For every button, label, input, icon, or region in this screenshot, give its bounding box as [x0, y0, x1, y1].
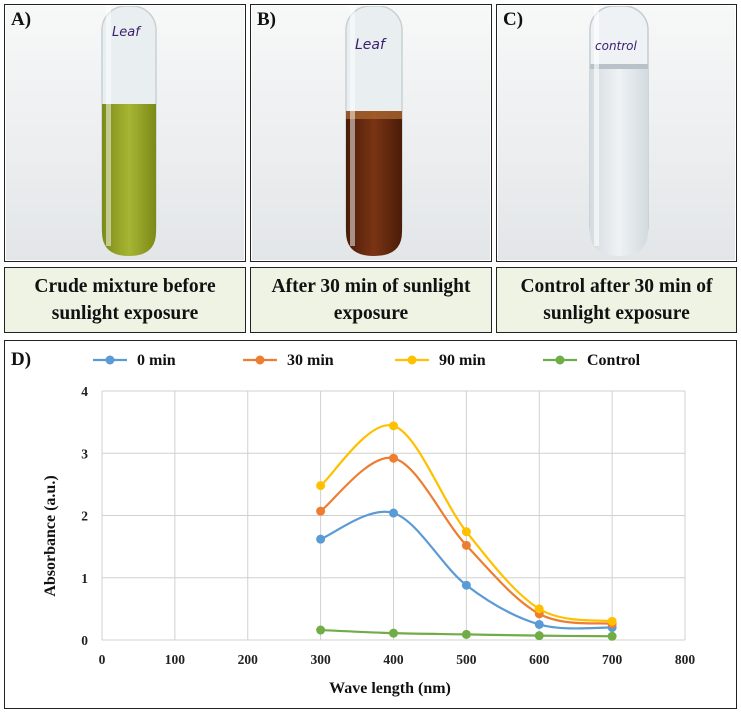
y-tick-label: 4: [81, 384, 88, 399]
legend-label: 0 min: [137, 352, 176, 369]
legend-item: 0 min: [93, 352, 176, 369]
tube-label-b: Leaf: [355, 37, 385, 53]
x-tick-label: 100: [165, 652, 186, 667]
legend-swatch-marker: [105, 355, 115, 365]
data-point: [461, 540, 471, 550]
y-tick-label: 3: [81, 446, 88, 461]
legend-swatch-marker: [255, 355, 265, 365]
data-point: [461, 580, 471, 590]
data-point: [389, 508, 398, 518]
legend-swatch-marker: [555, 355, 565, 365]
x-tick-label: 800: [675, 652, 696, 667]
legend-label: 30 min: [287, 352, 334, 369]
caption-c: Control after 30 min of sunlight exposur…: [496, 267, 737, 333]
absorbance-chart-panel: D) 0 min 30 min 90 min Control 0 100 200 300 40…: [4, 340, 737, 709]
series-control: [316, 625, 617, 641]
x-tick-label: 500: [456, 652, 477, 667]
data-point: [534, 631, 544, 641]
x-tick-label: 600: [529, 652, 550, 667]
panel-c: C) control: [496, 4, 737, 262]
tube-label-c: control: [595, 39, 637, 53]
caption-a-text: Crude mixture before sunlight exposure: [34, 276, 216, 324]
x-tick-label: 0: [99, 652, 106, 667]
series-line: [319, 456, 613, 625]
data-point: [461, 527, 471, 537]
series-line: [319, 424, 613, 623]
y-tick-label: 1: [81, 571, 88, 586]
data-point: [316, 506, 326, 516]
caption-a: Crude mixture before sunlight exposure: [4, 267, 246, 333]
x-tick-label: 700: [602, 652, 623, 667]
x-tick-label: 300: [311, 652, 332, 667]
data-point: [316, 625, 326, 635]
x-tick-labels: 0 100 200 300 400 500 600 700 800: [99, 652, 696, 667]
series-90-min: [316, 421, 617, 626]
data-point: [534, 604, 544, 614]
y-tick-label: 2: [81, 509, 88, 524]
panel-a-label: A): [11, 9, 32, 30]
caption-b: After 30 min of sunlight exposure: [250, 267, 492, 333]
legend: 0 min 30 min 90 min Control: [93, 352, 641, 369]
y-axis-label: Absorbance (a.u.): [42, 475, 59, 596]
legend-item: 30 min: [243, 352, 334, 369]
legend-label: 90 min: [439, 352, 486, 369]
data-point: [607, 616, 617, 626]
legend-item: 90 min: [395, 352, 486, 369]
panel-c-label: C): [503, 9, 524, 30]
x-tick-label: 200: [238, 652, 259, 667]
data-point: [607, 631, 617, 641]
caption-c-text: Control after 30 min of sunlight exposur…: [520, 276, 713, 324]
data-point: [389, 628, 398, 638]
tube-label-a: Leaf: [112, 25, 140, 40]
x-tick-label: 400: [383, 652, 404, 667]
control-tube-photo: [498, 6, 735, 260]
legend-item: Control: [543, 352, 641, 369]
data-point: [534, 619, 544, 629]
chart-panel-label: D): [11, 349, 31, 370]
data-point: [461, 629, 471, 639]
panel-a: A) Leaf: [4, 4, 246, 262]
sunlight-exposed-tube-photo: [252, 6, 490, 260]
series-lines: [316, 421, 617, 641]
data-point: [389, 453, 398, 463]
legend-label: Control: [587, 352, 641, 369]
data-point: [389, 421, 398, 431]
data-point: [316, 534, 326, 544]
absorbance-chart: D) 0 min 30 min 90 min Control 0 100 200 300 40…: [11, 349, 696, 697]
y-tick-label: 0: [81, 633, 88, 648]
x-axis-label: Wave length (nm): [329, 680, 451, 697]
leaf-extract-tube-photo: [6, 6, 244, 260]
panel-b: B) Leaf: [250, 4, 492, 262]
caption-b-text: After 30 min of sunlight exposure: [271, 276, 471, 324]
panel-b-label: B): [257, 9, 276, 30]
legend-swatch-marker: [407, 355, 417, 365]
y-tick-labels: 0 1 2 3 4: [81, 384, 88, 648]
data-point: [316, 481, 326, 491]
